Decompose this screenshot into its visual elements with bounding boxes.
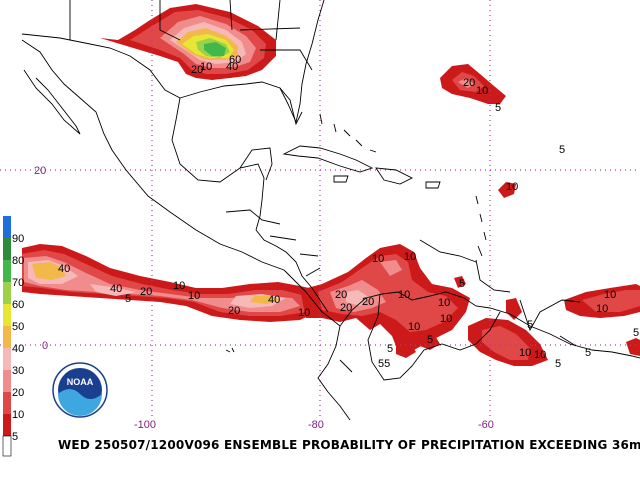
legend-swatch-0 [2,435,12,457]
contour-label: 60 [229,54,241,66]
shade-sam-a [396,342,416,358]
contour-label: 40 [110,283,122,295]
contour-label: 40 [58,263,70,275]
legend-swatch-70 [3,260,11,282]
contour-label: 10 [188,290,200,302]
contour-label: 10 [408,321,420,333]
legend-swatch-20 [3,370,11,392]
legend-label-80: 80 [12,255,24,267]
legend-label-70: 70 [12,277,24,289]
legend-label-90: 90 [12,233,24,245]
contour-label: 10 [604,289,616,301]
contour-label: 10 [506,181,518,193]
contour-label: 5 [125,293,131,305]
contour-label: 20 [362,296,374,308]
contour-label: 20 [228,305,240,317]
contour-label: 5 [585,347,591,359]
shade-atlantic-20 [458,78,474,88]
contour-label: 20 [335,289,347,301]
contour-label: 55 [378,358,390,370]
contour-label: 5 [387,343,393,355]
lon-label-100: -100 [134,419,156,431]
contour-label: 10 [476,85,488,97]
lat-lon-grid [0,0,640,420]
legend-colorbar: 90 80 70 60 50 40 30 20 10 5 [2,216,24,457]
legend-label-10: 10 [12,409,24,421]
contour-label: 10 [398,289,410,301]
contour-label: 10 [438,297,450,309]
shade-sam-g [454,276,466,288]
probability-shading [22,4,640,366]
lat-label-20: 20 [34,165,46,177]
contour-label: 5 [555,358,561,370]
contour-label: 40 [226,61,238,73]
contour-label: 10 [173,280,185,292]
contour-label: 10 [440,313,452,325]
contour-label: 20 [463,77,475,89]
shade-gulf-70 [204,42,226,56]
contour-label: 5 [495,102,501,114]
legend-label-30: 30 [12,365,24,377]
legend-label-60: 60 [12,299,24,311]
map-caption: WED 250507/1200V096 ENSEMBLE PROBABILITY… [58,438,640,452]
contour-label: 10 [200,61,212,73]
legend-swatch-40 [3,326,11,348]
shade-antilles-5 [498,182,516,198]
contour-label: 5 [633,327,639,339]
contour-label: 5 [559,144,565,156]
coastlines [21,0,640,421]
shade-pacific-40 [32,262,280,304]
contour-label: 40 [268,294,280,306]
legend-swatch-60 [3,282,11,304]
legend-label-20: 20 [12,387,24,399]
contour-label: 5 [527,319,533,331]
contour-label: 20 [140,286,152,298]
legend-swatch-50 [3,304,11,326]
contour-label: 5 [459,278,465,290]
legend-label-50: 50 [12,321,24,333]
legend-swatch-10 [3,392,11,414]
legend-label-5: 5 [12,431,18,443]
contour-label: 5 [427,334,433,346]
lat-label-0: 0 [42,340,48,352]
legend-swatch-90 [3,216,11,238]
shade-sam-f [626,338,640,356]
lon-label-80: -80 [308,419,324,431]
shade-pacific-20 [24,256,300,312]
legend-label-40: 40 [12,343,24,355]
contour-label: 10 [298,307,310,319]
legend-swatch-80 [3,238,11,260]
lon-label-60: -60 [478,419,494,431]
contour-label: 10 [534,349,546,361]
contour-label: 10 [596,303,608,315]
contour-label: 10 [404,251,416,263]
legend-swatch-5 [3,414,11,436]
contour-label: 20 [340,302,352,314]
contour-label: 10 [519,347,531,359]
shade-carib-30 [346,290,370,306]
contour-label: 10 [372,253,384,265]
legend-swatch-30 [3,348,11,370]
contour-label: 20 [191,64,203,76]
shade-sam-c10 [482,326,530,360]
shade-sam-e10 [582,290,640,312]
noaa-logo-text: NOAA [67,377,94,387]
noaa-logo: NOAA [52,362,108,418]
